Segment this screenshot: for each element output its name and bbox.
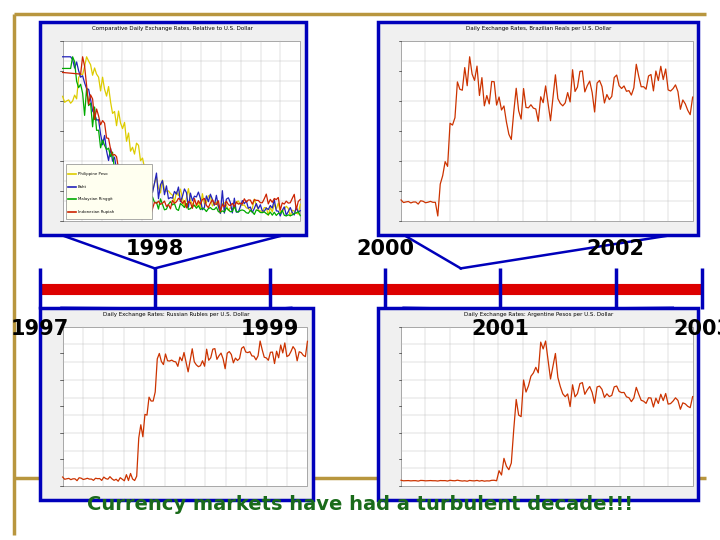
Bar	[40, 308, 313, 500]
Bar	[63, 327, 307, 486]
Text: Comparative Daily Exchange Rates, Relative to U.S. Dollar: Comparative Daily Exchange Rates, Relati…	[92, 26, 253, 31]
Bar	[378, 22, 698, 235]
Bar	[401, 40, 693, 221]
Text: Malaysian Ringgit: Malaysian Ringgit	[78, 197, 112, 201]
Text: 2000: 2000	[356, 239, 414, 259]
Text: 1997: 1997	[11, 319, 68, 339]
Bar	[378, 308, 698, 500]
Text: Philippine Peso: Philippine Peso	[78, 172, 107, 176]
Bar	[401, 327, 693, 486]
Text: 2002: 2002	[587, 239, 644, 259]
Text: Indonesian Rupiah: Indonesian Rupiah	[78, 210, 114, 214]
Bar	[66, 164, 152, 219]
Text: 1998: 1998	[126, 239, 184, 259]
Text: Currency markets have had a turbulent decade!!!: Currency markets have had a turbulent de…	[87, 495, 633, 515]
Text: Daily Exchange Rates, Brazilian Reals per U.S. Dollar: Daily Exchange Rates, Brazilian Reals pe…	[466, 26, 611, 31]
Text: Daily Exchange Rates: Argentine Pesos per U.S. Dollar: Daily Exchange Rates: Argentine Pesos pe…	[464, 312, 613, 317]
Text: Daily Exchange Rates: Russian Rubles per U.S. Dollar: Daily Exchange Rates: Russian Rubles per…	[103, 312, 250, 317]
Text: Baht: Baht	[78, 185, 87, 188]
Bar	[40, 22, 306, 235]
Text: 2003: 2003	[673, 319, 720, 339]
Bar	[63, 40, 300, 221]
Text: 2001: 2001	[472, 319, 529, 339]
Text: 1999: 1999	[240, 319, 300, 339]
